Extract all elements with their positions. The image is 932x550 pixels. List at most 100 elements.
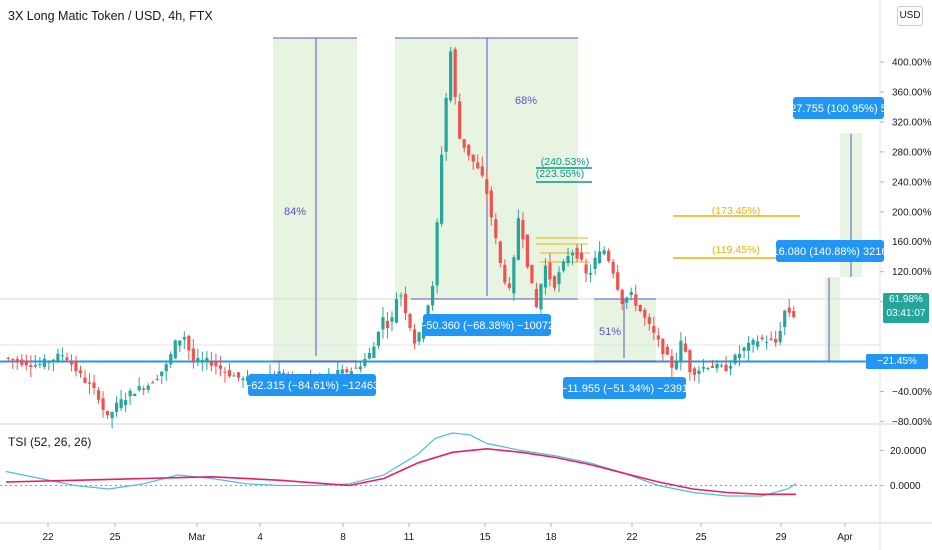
candle-body [277, 371, 281, 377]
candle-body [552, 276, 557, 288]
candle-countdown: 03:41:07 [886, 308, 926, 319]
candle-body [408, 313, 412, 328]
candle-body [155, 378, 159, 380]
candle-body [656, 335, 660, 340]
candle-body [598, 251, 602, 264]
x-tick-label: 11 [404, 532, 415, 543]
fib-level-label: (223.55%) [536, 168, 584, 180]
measure-range-3 [594, 299, 656, 361]
candle-body [507, 283, 511, 288]
candle-body [593, 257, 597, 269]
candle-body [737, 353, 742, 359]
candle-body [503, 264, 507, 283]
fib-level-label: (240.53%) [541, 156, 589, 168]
candle-body [634, 294, 638, 306]
indicator-label: TSI (52, 26, 26) [8, 435, 92, 449]
measure-result-label-box [563, 377, 686, 399]
x-tick-label: 29 [775, 532, 787, 543]
candle-body [661, 338, 665, 355]
candle-body [83, 377, 87, 383]
x-tick-label: 25 [695, 532, 707, 543]
candle-body [182, 336, 186, 340]
y-tick-label: 360.00% [892, 88, 932, 99]
candle-body [688, 350, 692, 373]
candle-body [142, 388, 146, 390]
measure-result-label: −50.360 (−68.38%) −10072 [420, 320, 554, 332]
candle-body [715, 363, 719, 369]
candle-body [245, 376, 250, 382]
candle-body [756, 341, 760, 347]
candle-body [92, 382, 96, 388]
candle-body [38, 364, 42, 366]
x-tick-label: 25 [109, 532, 121, 543]
candle-body [110, 412, 114, 419]
candle-body [534, 289, 539, 308]
candle-body [376, 331, 381, 346]
current-price-percent: 61.98% [889, 294, 923, 305]
candle-body [51, 359, 55, 362]
candle-body [453, 49, 457, 98]
candle-body [579, 252, 584, 260]
candle-body [548, 262, 552, 280]
candle-body [719, 365, 724, 367]
candle-body [525, 234, 529, 267]
candle-body [683, 343, 687, 352]
candle-body [209, 361, 213, 366]
candle-body [462, 139, 466, 148]
candle-body [60, 355, 65, 357]
candle-body [399, 295, 403, 297]
candle-body [96, 390, 101, 400]
candle-body [589, 272, 593, 275]
y-tick-label: 120.00% [892, 267, 932, 278]
candle-body [29, 365, 33, 368]
candle-body [516, 218, 520, 260]
candle-body [751, 339, 755, 345]
candle-body [200, 359, 204, 362]
candle-body [476, 162, 480, 169]
measure-result-label-box [793, 97, 884, 119]
candle-body [340, 369, 344, 374]
measure-result-label: 27.755 (100.95%) 5 [790, 103, 887, 115]
candle-body [498, 241, 502, 264]
candle-body [390, 317, 394, 322]
candle-body [557, 272, 561, 285]
x-tick-label: Apr [837, 532, 853, 543]
candle-body [701, 367, 706, 369]
currency-button[interactable]: USD [897, 6, 923, 26]
candle-body [539, 284, 543, 310]
candle-body [760, 337, 764, 340]
candle-body [697, 370, 701, 374]
candle-body [467, 144, 471, 156]
candle-body [345, 369, 349, 373]
baseline-price-label: −21.45% [866, 354, 928, 369]
candle-body [530, 264, 534, 284]
measure-result-label-box [248, 374, 376, 396]
candle-body [169, 354, 173, 365]
candle-body [710, 366, 715, 368]
y-tick-label: 320.00% [892, 117, 932, 128]
candle-body [774, 338, 778, 343]
candle-body [385, 320, 390, 329]
candle-body [674, 361, 678, 370]
candle-body [724, 364, 728, 372]
candle-body [133, 393, 137, 397]
candle-body [151, 382, 155, 384]
measure-result-label: −11.955 (−51.34%) −2391 [561, 383, 688, 395]
candle-body [471, 154, 475, 162]
candle-body [349, 371, 353, 375]
y-tick-label: 200.00% [892, 207, 932, 218]
candle-body [652, 326, 656, 333]
x-tick-label: 15 [479, 532, 491, 543]
candle-body [187, 335, 191, 351]
candle-body [616, 272, 620, 290]
y-tick-label: −40.00% [892, 387, 932, 398]
y-tick-label: 160.00% [892, 237, 932, 248]
y-tick-label: −80.00% [892, 417, 932, 428]
candle-body [105, 410, 110, 416]
candle-body [178, 340, 182, 346]
candle-body [65, 357, 69, 361]
candle-body [643, 309, 647, 318]
y-tick-label: 400.00% [892, 58, 932, 69]
candle-body [787, 307, 791, 313]
